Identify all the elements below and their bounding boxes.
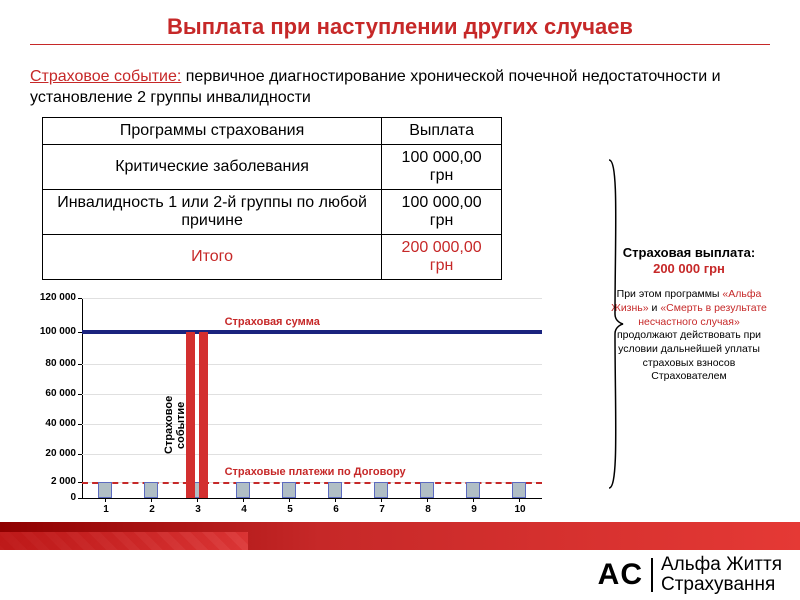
insurance-chart: 0 2 000 20 000 40 000 60 000 80 000 100 000 120… <box>30 290 560 515</box>
y-tick-label: 0 <box>30 492 76 503</box>
col-program: Программы страхования <box>43 117 382 144</box>
brand-line1: Альфа Життя <box>661 555 782 575</box>
y-tick-label: 100 000 <box>30 326 76 337</box>
payout-note-small: При этом программы «Альфа Жизнь» и «Смер… <box>608 288 770 383</box>
x-tick-label: 7 <box>375 504 389 515</box>
table-header-row: Программы страхования Выплата <box>43 117 502 144</box>
x-tick-label: 2 <box>145 504 159 515</box>
table-row: Инвалидность 1 или 2-й группы по любой п… <box>43 189 502 234</box>
chart-label-sum: Страховая сумма <box>225 316 320 328</box>
subtitle: Страховое событие: первичное диагностиро… <box>0 55 800 117</box>
x-tick-label: 9 <box>467 504 481 515</box>
table-row-total: Итого 200 000,00 грн <box>43 234 502 279</box>
brand-line2: Страхування <box>661 575 782 595</box>
y-tick-label: 80 000 <box>30 358 76 369</box>
x-tick-label: 8 <box>421 504 435 515</box>
payout-table: Программы страхования Выплата Критически… <box>42 117 502 280</box>
page-title: Выплата при наступлении других случаев <box>30 14 770 40</box>
footer: AC Альфа Життя Страхування <box>0 522 800 600</box>
payout-note: Страховая выплата: 200 000 грн При этом … <box>608 245 770 384</box>
brand-ac: AC <box>598 558 653 592</box>
x-tick-label: 1 <box>99 504 113 515</box>
payout-amount: 200 000 грн <box>653 261 725 276</box>
x-tick-label: 10 <box>513 504 527 515</box>
payout-note-label: Страховая выплата: <box>623 245 755 260</box>
title-underline <box>30 44 770 45</box>
x-tick-label: 6 <box>329 504 343 515</box>
y-tick-label: 20 000 <box>30 448 76 459</box>
col-payout: Выплата <box>382 117 502 144</box>
brace-icon <box>605 158 625 490</box>
x-tick-label: 4 <box>237 504 251 515</box>
y-tick-label: 60 000 <box>30 388 76 399</box>
brand-logo: AC Альфа Життя Страхування <box>598 555 782 595</box>
table-row: Критические заболевания 100 000,00 грн <box>43 144 502 189</box>
chart-label-payments: Страховые платежи по Договору <box>225 466 406 478</box>
x-tick-label: 5 <box>283 504 297 515</box>
y-tick-label: 120 000 <box>30 292 76 303</box>
y-tick-label: 40 000 <box>30 418 76 429</box>
x-tick-label: 3 <box>191 504 205 515</box>
y-tick-label: 2 000 <box>30 476 76 487</box>
subtitle-label: Страховое событие: <box>30 68 181 85</box>
chart-label-event: Страховоесобытие <box>163 364 187 486</box>
